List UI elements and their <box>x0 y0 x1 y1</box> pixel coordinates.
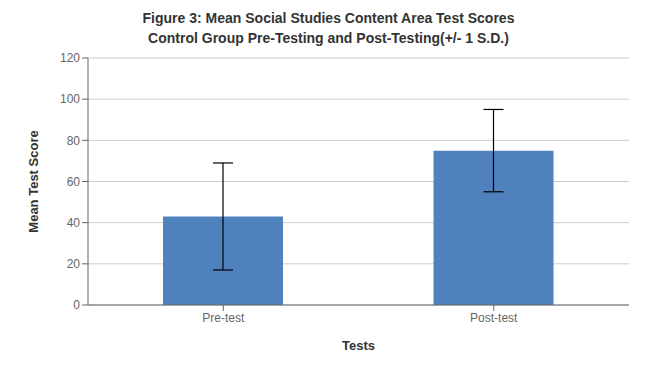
svg-text:Post-test: Post-test <box>470 311 518 325</box>
html-text:Figure 3: Mean Social Studies: Figure 3: Mean Social Studies Content Ar… <box>142 10 515 26</box>
svg-text:Mean Test Score: Mean Test Score <box>26 130 41 232</box>
svg-text:120: 120 <box>60 51 80 65</box>
html-text:Control Group Pre-Testing and: Control Group Pre-Testing and Post-Testi… <box>148 30 509 46</box>
svg-text:80: 80 <box>67 134 81 148</box>
svg-text:100: 100 <box>60 92 80 106</box>
svg-text:Tests: Tests <box>342 338 375 353</box>
svg-text:0: 0 <box>73 298 80 312</box>
svg-text:20: 20 <box>67 257 81 271</box>
svg-text:40: 40 <box>67 216 81 230</box>
svg-text:60: 60 <box>67 175 81 189</box>
svg-text:Pre-test: Pre-test <box>202 311 245 325</box>
